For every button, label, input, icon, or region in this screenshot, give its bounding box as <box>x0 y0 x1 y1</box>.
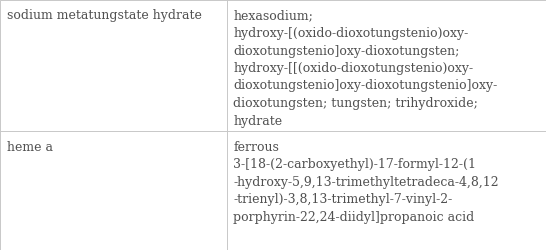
Text: sodium metatungstate hydrate: sodium metatungstate hydrate <box>7 10 201 22</box>
Text: hexasodium;
hydroxy-[(oxido-dioxotungstenio)oxy-
dioxotungstenio]oxy-dioxotungst: hexasodium; hydroxy-[(oxido-dioxotungste… <box>233 10 497 128</box>
Text: ferrous
3-[18-(2-carboxyethyl)-17-formyl-12-(1
-hydroxy-5,9,13-trimethyltetradec: ferrous 3-[18-(2-carboxyethyl)-17-formyl… <box>233 141 498 224</box>
Text: heme a: heme a <box>7 141 52 154</box>
